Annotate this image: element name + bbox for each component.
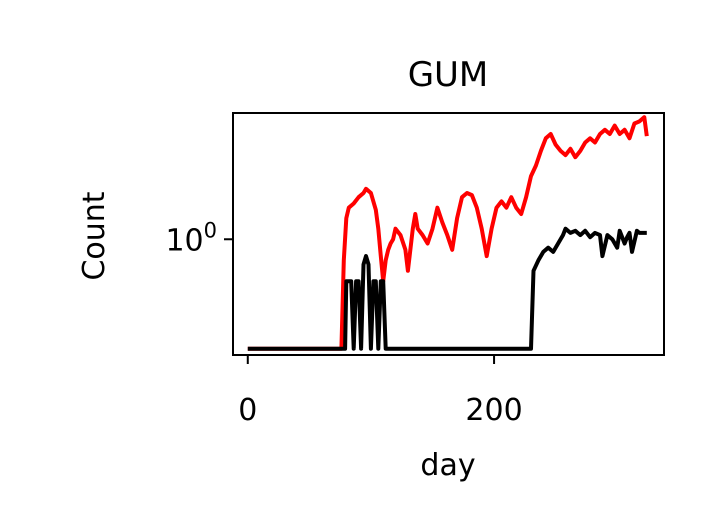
y-tick-exponent: 0	[204, 218, 217, 242]
plot-frame	[232, 112, 665, 356]
chart-title: GUM	[408, 55, 489, 95]
series-line-2	[247, 226, 647, 351]
ticks-layer: 0 200 100	[165, 218, 522, 428]
series-layer	[247, 115, 649, 351]
x-tick-label: 0	[238, 393, 257, 428]
x-axis-label: day	[420, 448, 475, 483]
y-axis-label: Count	[77, 191, 112, 280]
series-line-1	[247, 115, 649, 351]
x-tick-label: 200	[465, 393, 522, 428]
y-tick-label: 100	[165, 218, 217, 258]
